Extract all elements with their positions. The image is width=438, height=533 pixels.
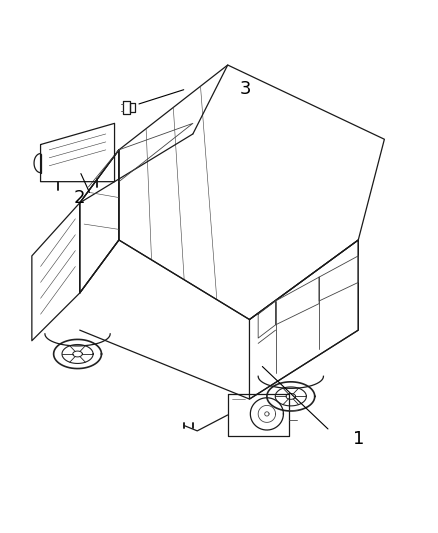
Text: 2: 2 xyxy=(74,189,85,207)
Text: 1: 1 xyxy=(353,430,364,448)
Text: 3: 3 xyxy=(239,80,251,98)
